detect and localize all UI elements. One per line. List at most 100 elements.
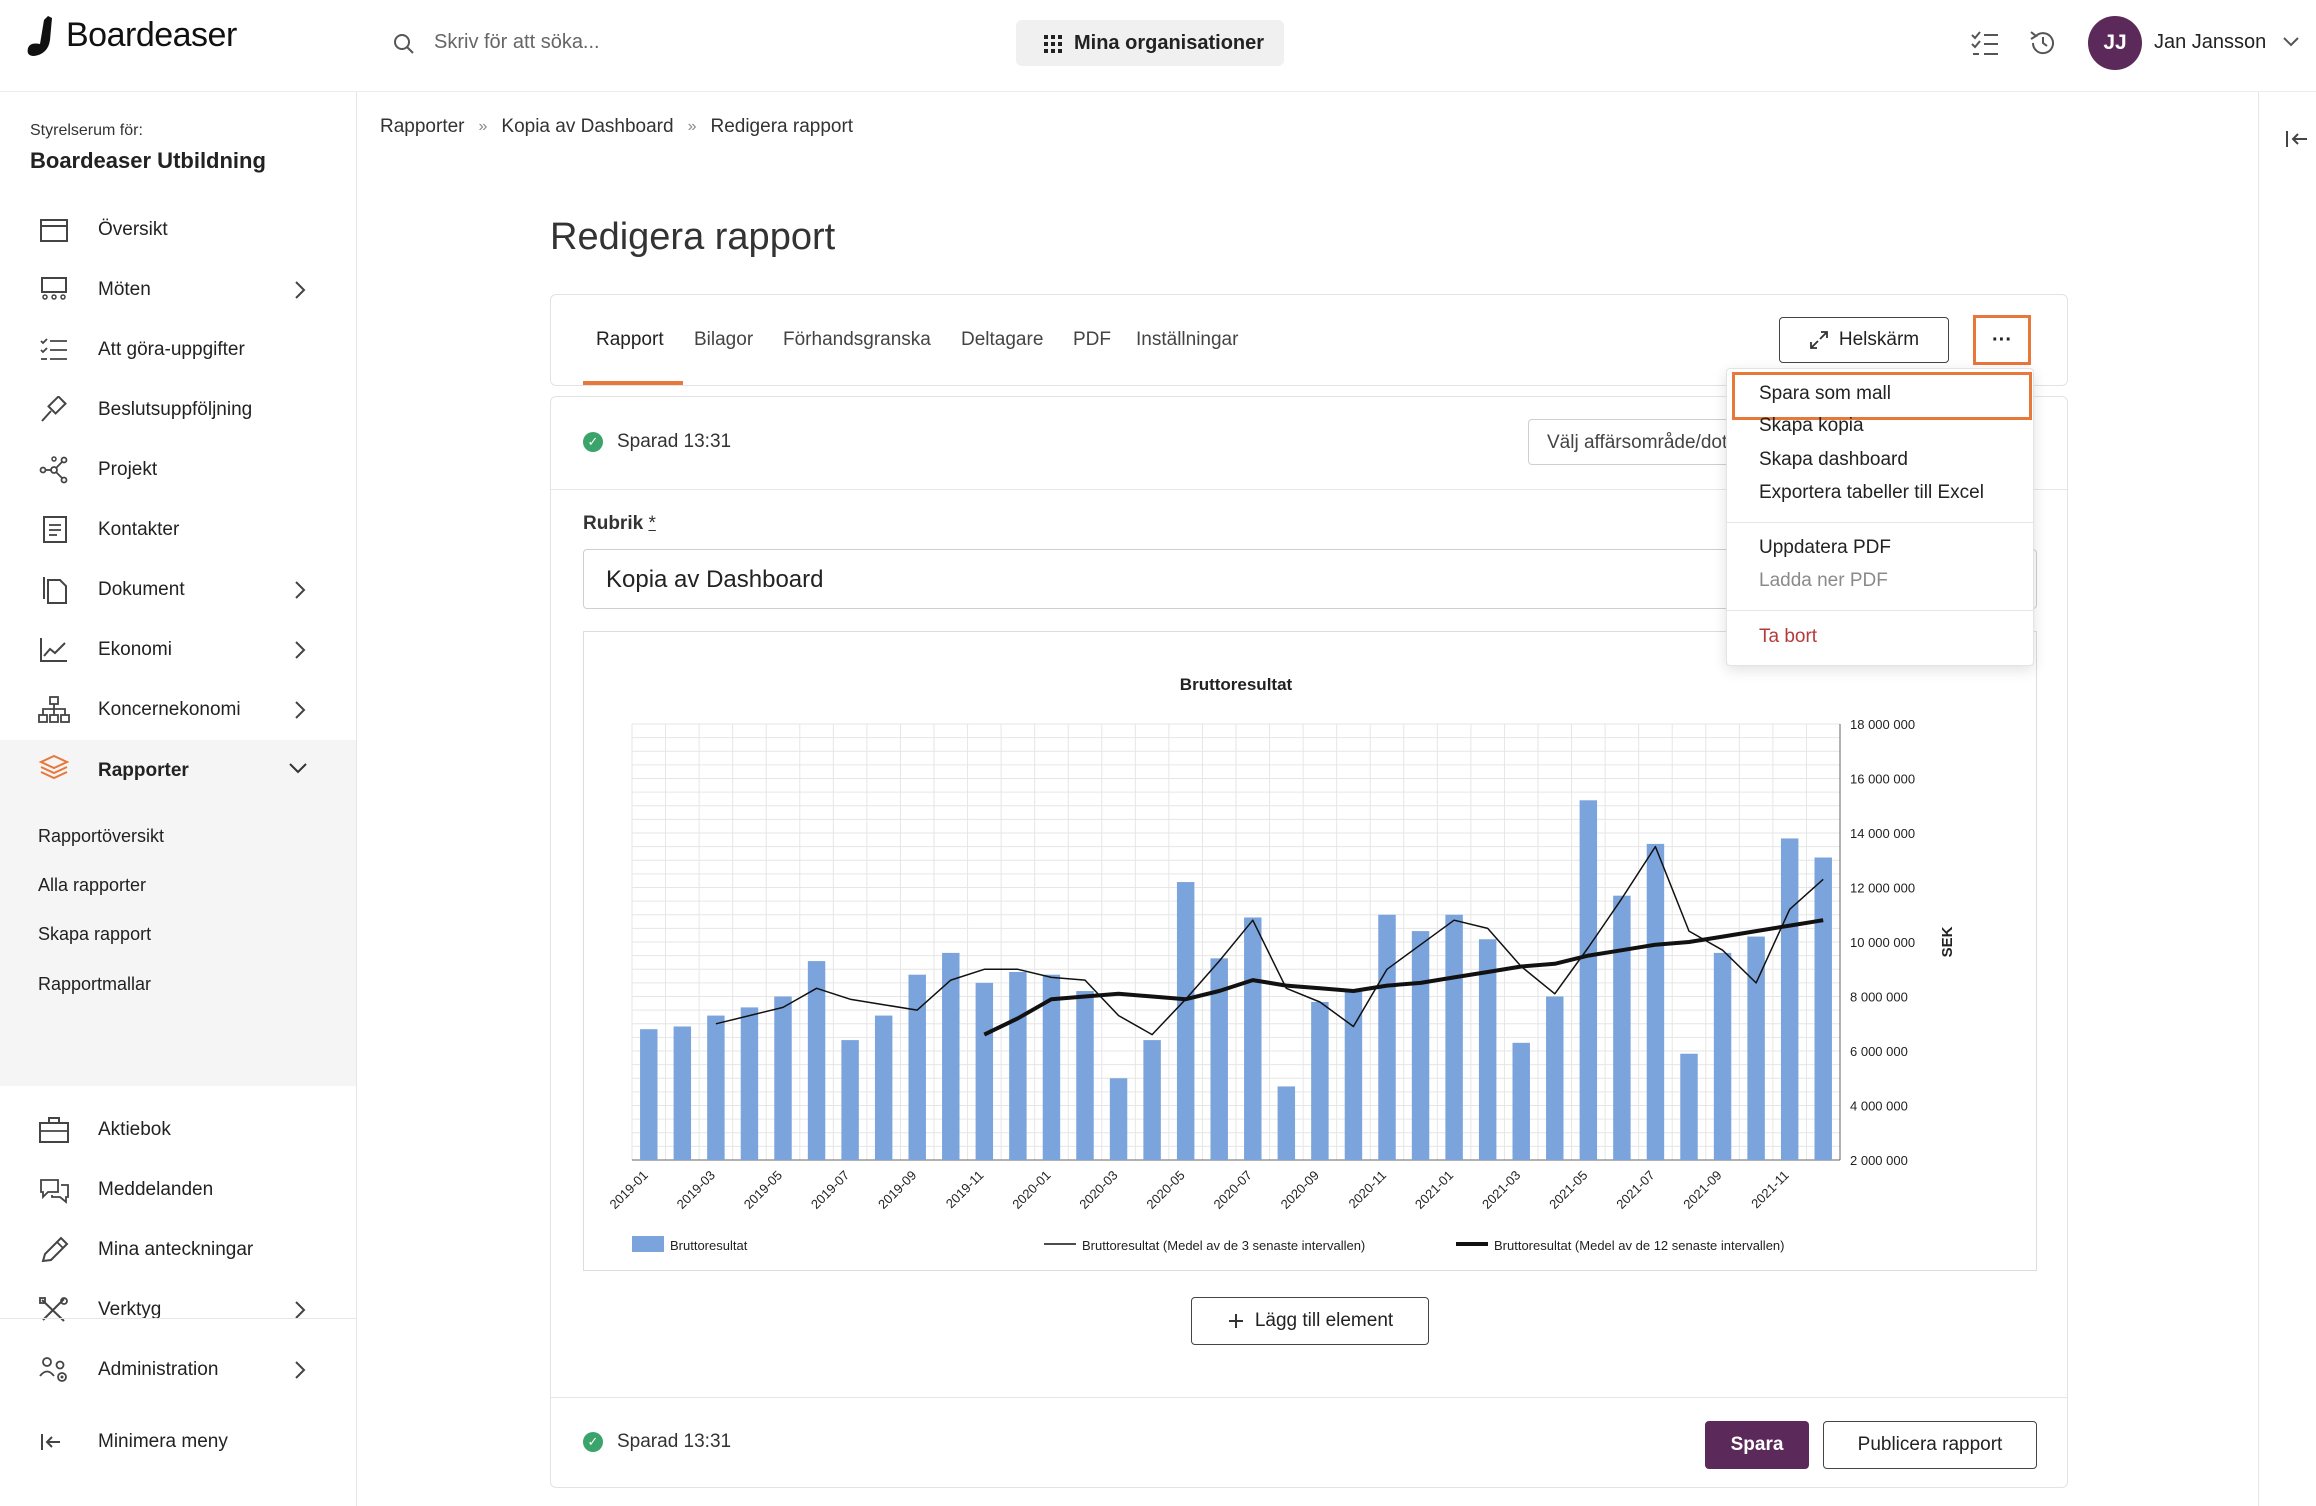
save-button[interactable]: Spara — [1705, 1421, 1809, 1469]
breadcrumb-report[interactable]: Kopia av Dashboard — [501, 116, 674, 137]
active-tab-indicator — [583, 381, 683, 385]
chart-bar — [1076, 991, 1094, 1160]
subnav-rapportoversikt[interactable]: Rapportöversikt — [38, 826, 165, 846]
sidebar-item-beslutsuppfoljning[interactable]: Beslutsuppföljning — [0, 382, 356, 438]
chart-bar — [841, 1040, 859, 1160]
fullscreen-button[interactable]: Helskärm — [1779, 317, 1949, 363]
menu-item-create-dashboard[interactable]: Skapa dashboard — [1759, 449, 1908, 470]
x-tick-label: 2019-01 — [607, 1168, 651, 1212]
chevron-right-icon — [295, 281, 306, 299]
menu-item-save-as-template[interactable]: Spara som mall — [1759, 383, 1891, 404]
chart-bar — [707, 1015, 725, 1160]
chart-bar — [1445, 914, 1463, 1160]
history-icon[interactable] — [2028, 28, 2058, 58]
tasks-icon[interactable] — [1970, 30, 2000, 58]
tab-bilagor[interactable]: Bilagor — [694, 329, 754, 350]
tab-installningar[interactable]: Inställningar — [1136, 329, 1239, 350]
chevron-down-icon[interactable] — [2282, 36, 2300, 48]
app-logo[interactable]: Boardeaser — [66, 16, 237, 54]
briefcase-icon — [39, 1117, 69, 1143]
chart-bar — [1244, 917, 1262, 1160]
x-tick-label: 2020-11 — [1345, 1168, 1389, 1212]
sidebar-item-label: Meddelanden — [98, 1179, 214, 1200]
boardeaser-logo-icon[interactable] — [26, 14, 62, 60]
x-tick-label: 2020-01 — [1009, 1168, 1053, 1212]
menu-item-delete[interactable]: Ta bort — [1759, 626, 1818, 647]
minimize-menu-button[interactable]: Minimera meny — [0, 1414, 356, 1470]
add-element-button[interactable]: Lägg till element — [1191, 1297, 1429, 1345]
my-organizations-button[interactable]: Mina organisationer — [1016, 20, 1284, 66]
contacts-icon — [43, 516, 67, 543]
tab-deltagare[interactable]: Deltagare — [961, 329, 1044, 350]
subnav-rapportmallar[interactable]: Rapportmallar — [38, 974, 152, 994]
sidebar-item-label: Dokument — [98, 579, 185, 600]
sidebar-item-mina-anteckningar[interactable]: Mina anteckningar — [0, 1222, 356, 1278]
tab-pdf[interactable]: PDF — [1073, 329, 1111, 350]
reports-subnav: Rapportöversikt Alla rapporter Skapa rap… — [0, 802, 356, 1086]
x-tick-label: 2019-07 — [808, 1168, 852, 1212]
chart-line-icon — [40, 638, 67, 662]
y-tick-label: 14 000 000 — [1850, 826, 1915, 841]
user-name[interactable]: Jan Jansson — [2154, 31, 2267, 53]
sidebar-item-verktyg[interactable]: Verktyg — [0, 1282, 356, 1338]
x-tick-label: 2020-07 — [1211, 1168, 1255, 1212]
y-tick-label: 16 000 000 — [1850, 772, 1915, 787]
menu-item-export-excel[interactable]: Exportera tabeller till Excel — [1759, 482, 1984, 503]
sidebar-item-dokument[interactable]: Dokument — [0, 562, 356, 618]
chart-bar — [1009, 971, 1027, 1160]
sidebar-item-kontakter[interactable]: Kontakter — [0, 502, 356, 558]
chart-bar — [740, 1007, 759, 1160]
tab-rapport[interactable]: Rapport — [596, 329, 664, 350]
legend-swatch-bar — [632, 1236, 664, 1252]
chart-bar — [1378, 914, 1396, 1160]
sidebar-item-att-gora[interactable]: Att göra-uppgifter — [0, 322, 356, 378]
sidebar-item-moten[interactable]: Möten — [0, 262, 356, 318]
subnav-skapa-rapport[interactable]: Skapa rapport — [38, 924, 152, 944]
business-area-select[interactable]: Välj affärsområde/dotterbolag — [1528, 419, 1758, 465]
menu-item-update-pdf[interactable]: Uppdatera PDF — [1759, 537, 1892, 558]
search-input[interactable]: Skriv för att söka... — [434, 31, 600, 53]
chart-element[interactable]: Bruttoresultat 2 000 000 4 000 000 6 000 00… — [583, 631, 2037, 1271]
menu-item-create-copy[interactable]: Skapa kopia — [1759, 415, 1864, 436]
sidebar-item-koncernekonomi[interactable]: Koncernekonomi — [0, 682, 356, 738]
sidebar-subtitle: Styrelserum för: — [30, 122, 143, 139]
sidebar-item-oversikt[interactable]: Översikt — [0, 202, 356, 258]
tab-forhandsgranska[interactable]: Förhandsgranska — [783, 329, 931, 350]
sidebar-item-administration[interactable]: Administration — [0, 1342, 356, 1398]
chart-bar — [1311, 1001, 1329, 1160]
sidebar-org-name: Boardeaser Utbildning — [30, 148, 266, 173]
rubrik-input[interactable]: Kopia av Dashboard — [583, 549, 2037, 609]
y-tick-label: 18 000 000 — [1850, 717, 1915, 732]
sidebar-item-projekt[interactable]: Projekt — [0, 442, 356, 498]
sidebar-item-label: Kontakter — [98, 519, 180, 540]
chart-bar — [874, 1015, 893, 1160]
moving-average-12-line — [983, 918, 1824, 1037]
publish-report-button[interactable]: Publicera rapport — [1823, 1421, 2037, 1469]
sidebar-item-label: Administration — [98, 1359, 219, 1380]
sidebar-item-rapporter[interactable]: Rapporter — [0, 740, 356, 802]
chart-bar — [1613, 895, 1631, 1160]
rubrik-label: Rubrik * — [583, 513, 656, 535]
y-axis-label: SEK — [1939, 926, 1956, 957]
chart-bar — [1747, 936, 1765, 1160]
sidebar-item-aktiebok[interactable]: Aktiebok — [0, 1102, 356, 1158]
subnav-alla-rapporter[interactable]: Alla rapporter — [38, 875, 147, 895]
chart-bar — [975, 982, 994, 1160]
divider — [551, 489, 2067, 490]
fullscreen-label: Helskärm — [1838, 329, 1920, 350]
more-options-button[interactable]: ··· — [1973, 315, 2031, 365]
tools-icon — [39, 1297, 68, 1322]
breadcrumb-rapporter[interactable]: Rapporter — [380, 116, 465, 137]
chart-bar — [1210, 958, 1228, 1160]
sidebar-item-ekonomi[interactable]: Ekonomi — [0, 622, 356, 678]
org-tree-icon — [38, 696, 70, 723]
chart-bar — [1780, 838, 1799, 1160]
chart-title: Bruttoresultat — [1180, 675, 1293, 694]
breadcrumb-separator-icon: » — [478, 118, 488, 135]
meeting-icon — [41, 277, 67, 300]
collapse-left-icon[interactable] — [2285, 128, 2311, 150]
avatar[interactable]: JJ — [2088, 16, 2142, 70]
sidebar-item-meddelanden[interactable]: Meddelanden — [0, 1162, 356, 1218]
chart-bar — [1680, 1053, 1698, 1160]
search-icon — [394, 34, 414, 54]
